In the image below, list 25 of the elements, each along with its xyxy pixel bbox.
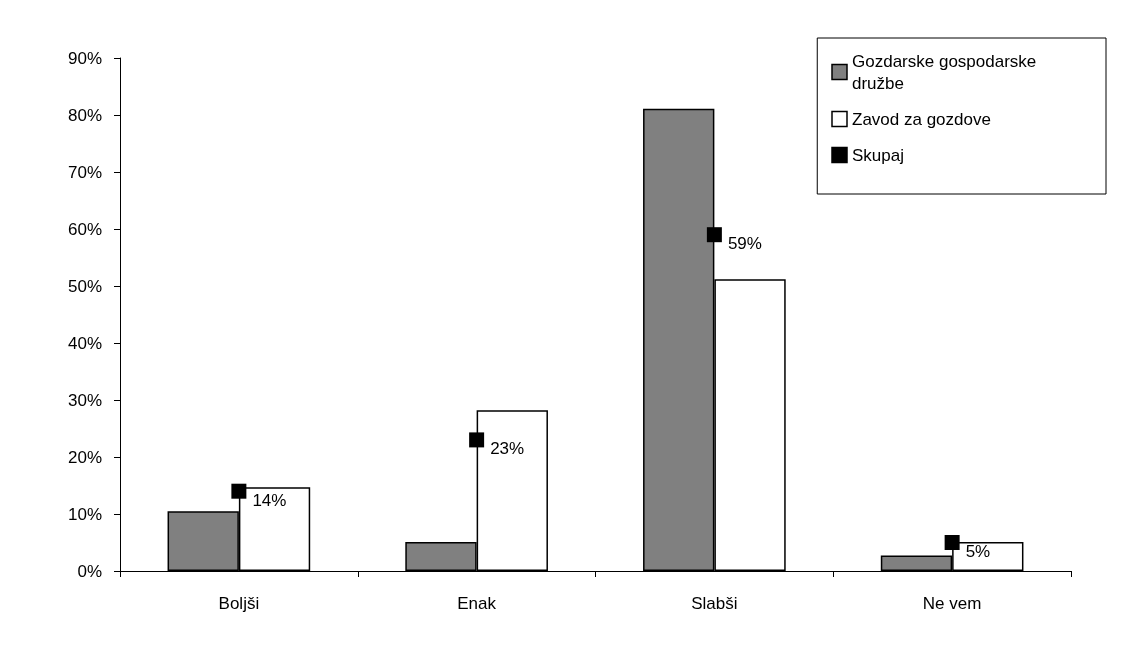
x-tick-label: Slabši [691, 594, 738, 613]
y-tick-label: 0% [77, 561, 102, 581]
data-label: 59% [727, 234, 762, 254]
y-tick-label: 60% [67, 219, 102, 239]
data-label: 23% [490, 439, 525, 459]
data-label: 14% [252, 490, 287, 510]
point [706, 227, 722, 243]
point [469, 432, 485, 448]
x-tick-label: Ne vem [922, 594, 982, 613]
y-tick-label: 70% [67, 162, 102, 182]
y-tick-label: 50% [67, 276, 102, 296]
y-tick-label: 10% [67, 504, 102, 524]
legend-label: Gozdarske gospodarske družbe [852, 51, 1041, 93]
data-label: 5% [965, 542, 991, 561]
y-tick-label: 20% [67, 447, 102, 467]
legend-label: Skupaj [852, 145, 904, 165]
y-tick-label: 40% [67, 333, 102, 353]
point [231, 483, 247, 499]
x-tick-label: Enak [457, 594, 497, 613]
legend-label: Zavod za gozdove [852, 109, 991, 129]
x-tick-label: Boljši [218, 594, 260, 613]
y-tick-label: 30% [67, 390, 102, 410]
point [944, 535, 960, 550]
y-tick-label: 80% [67, 105, 102, 125]
y-tick-label: 90% [67, 48, 102, 68]
